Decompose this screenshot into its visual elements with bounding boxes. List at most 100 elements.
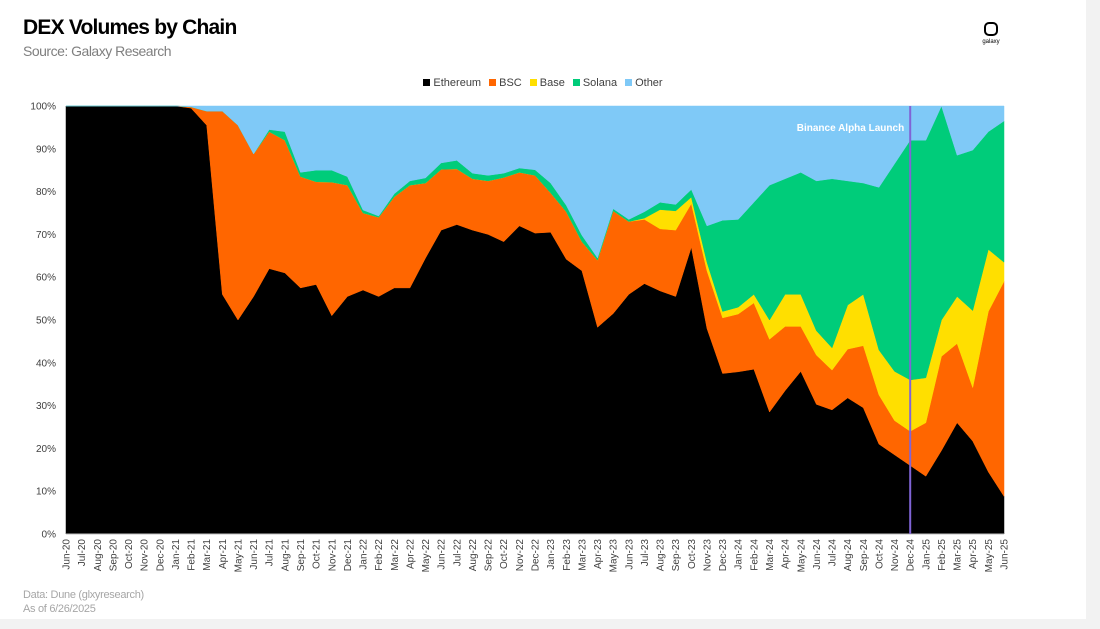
chart-footer: Data: Dune (glxyresearch) As of 6/26/202…: [23, 588, 144, 616]
x-tick-label: May-24: [796, 539, 807, 573]
y-tick-label: 100%: [30, 102, 56, 113]
x-tick-label: Dec-23: [718, 539, 729, 572]
x-tick-label: Oct-23: [687, 539, 698, 569]
data-source-note: Data: Dune (glxyresearch): [23, 589, 144, 601]
y-axis: 0% 10% 20% 30% 40% 50% 60% 70% 80% 90% 100%: [30, 102, 56, 541]
legend-label: Ethereum: [433, 77, 482, 89]
chart-subtitle: Source: Galaxy Research: [23, 43, 172, 59]
x-tick-label: Jul-23: [640, 539, 651, 567]
x-tick-label: May-21: [233, 539, 244, 573]
x-tick-label: Apr-21: [218, 539, 229, 569]
x-tick-label: Feb-22: [374, 539, 385, 571]
x-tick-label: Aug-23: [656, 539, 667, 572]
x-tick-label: Feb-21: [187, 539, 198, 571]
x-tick-label: Oct-21: [312, 539, 323, 569]
x-tick-label: May-23: [609, 539, 620, 573]
chart-title: DEX Volumes by Chain: [23, 16, 237, 39]
x-tick-label: Aug-24: [843, 539, 854, 572]
x-tick-label: Aug-21: [280, 539, 291, 572]
chart-legend: Ethereum BSC Base Solana Other: [0, 77, 1086, 89]
galaxy-logo-text: galaxy: [982, 39, 1000, 45]
legend-item-bsc: BSC: [489, 77, 522, 89]
x-tick-label: May-25: [984, 539, 995, 573]
area-other: [66, 105, 1005, 259]
y-tick-label: 10%: [36, 487, 56, 498]
x-tick-label: Jan-24: [734, 539, 745, 570]
x-tick-label: Nov-20: [140, 539, 151, 572]
y-tick-label: 20%: [36, 444, 56, 455]
x-tick-label: Nov-22: [515, 539, 526, 572]
x-tick-label: Feb-25: [937, 539, 948, 571]
galaxy-logo: galaxy: [977, 22, 1005, 56]
x-tick-label: Jun-22: [437, 539, 448, 570]
window-frame-right: [1086, 0, 1100, 629]
x-tick-label: Mar-21: [202, 539, 213, 571]
x-tick-label: Jun-20: [62, 539, 73, 570]
x-tick-label: May-22: [421, 539, 432, 573]
x-tick-label: Jun-25: [1000, 539, 1011, 570]
x-axis: Jun-20 Jul-20 Aug-20 Sep-20 Oct-20 Nov-20 Dec-…: [62, 533, 1011, 573]
legend-swatch: [625, 79, 633, 86]
x-tick-label: Dec-22: [531, 539, 542, 572]
x-tick-label: Apr-24: [781, 539, 792, 569]
legend-item-other: Other: [625, 77, 663, 89]
legend-item-ethereum: Ethereum: [423, 77, 481, 89]
legend-label: Base: [539, 77, 565, 89]
annotations: Binance Alpha Launch: [797, 106, 912, 534]
annotation-label: Binance Alpha Launch: [797, 123, 904, 134]
y-tick-label: 80%: [36, 187, 56, 198]
legend-item-solana: Solana: [572, 77, 618, 89]
legend-swatch: [529, 79, 537, 86]
legend-label: Other: [635, 77, 663, 89]
x-tick-label: Sep-21: [296, 539, 307, 572]
y-tick-label: 40%: [36, 358, 56, 369]
x-tick-label: Nov-21: [327, 539, 338, 572]
window-frame-bottom: [0, 619, 1100, 629]
x-tick-label: Aug-22: [468, 539, 479, 572]
as-of-date: As of 6/26/2025: [23, 603, 96, 615]
x-tick-label: Jul-21: [265, 539, 276, 567]
legend-swatch: [423, 79, 431, 86]
x-tick-label: Dec-21: [343, 539, 354, 572]
x-tick-label: Jan-22: [359, 539, 370, 570]
x-tick-label: Nov-24: [890, 539, 901, 572]
legend-label: Solana: [582, 77, 618, 89]
x-tick-label: Dec-24: [906, 539, 917, 572]
x-tick-label: Sep-20: [108, 539, 119, 572]
x-tick-label: Jan-23: [546, 539, 557, 570]
x-tick-label: Apr-23: [593, 539, 604, 569]
y-tick-label: 70%: [36, 230, 56, 241]
y-tick-label: 60%: [36, 273, 56, 284]
legend-swatch: [489, 79, 497, 86]
legend-swatch: [572, 79, 580, 86]
galaxy-logo-icon: [984, 22, 998, 36]
legend-label: BSC: [499, 77, 522, 89]
x-tick-label: Oct-24: [874, 539, 885, 569]
x-tick-label: Feb-23: [562, 539, 573, 571]
x-tick-label: Jan-21: [171, 539, 182, 570]
y-tick-label: 90%: [36, 144, 56, 155]
x-tick-label: Jun-24: [812, 539, 823, 570]
x-tick-label: Jul-22: [452, 539, 463, 567]
stacked-area-chart: 0% 10% 20% 30% 40% 50% 60% 70% 80% 90% 100% Jun-20…: [30, 102, 1011, 573]
x-tick-label: Jun-23: [624, 539, 635, 570]
x-tick-label: Sep-22: [484, 539, 495, 572]
x-tick-label: Mar-23: [577, 539, 588, 571]
x-tick-label: Oct-20: [124, 539, 135, 569]
y-tick-label: 50%: [36, 316, 56, 327]
x-tick-label: Oct-22: [499, 539, 510, 569]
x-tick-label: Nov-23: [702, 539, 713, 572]
x-tick-label: Mar-22: [390, 539, 401, 571]
y-tick-label: 30%: [36, 401, 56, 412]
y-tick-label: 0%: [42, 530, 57, 541]
x-tick-label: Jan-25: [921, 539, 932, 570]
x-tick-label: Jul-20: [77, 539, 88, 567]
x-tick-label: Apr-22: [405, 539, 416, 569]
x-tick-label: Dec-20: [155, 539, 166, 572]
area-series-group: [65, 105, 1005, 535]
legend-item-base: Base: [529, 77, 565, 89]
x-tick-label: Jun-21: [249, 539, 260, 570]
x-tick-label: Sep-24: [859, 539, 870, 572]
x-tick-label: Feb-24: [749, 539, 760, 571]
x-tick-label: Mar-25: [953, 539, 964, 571]
